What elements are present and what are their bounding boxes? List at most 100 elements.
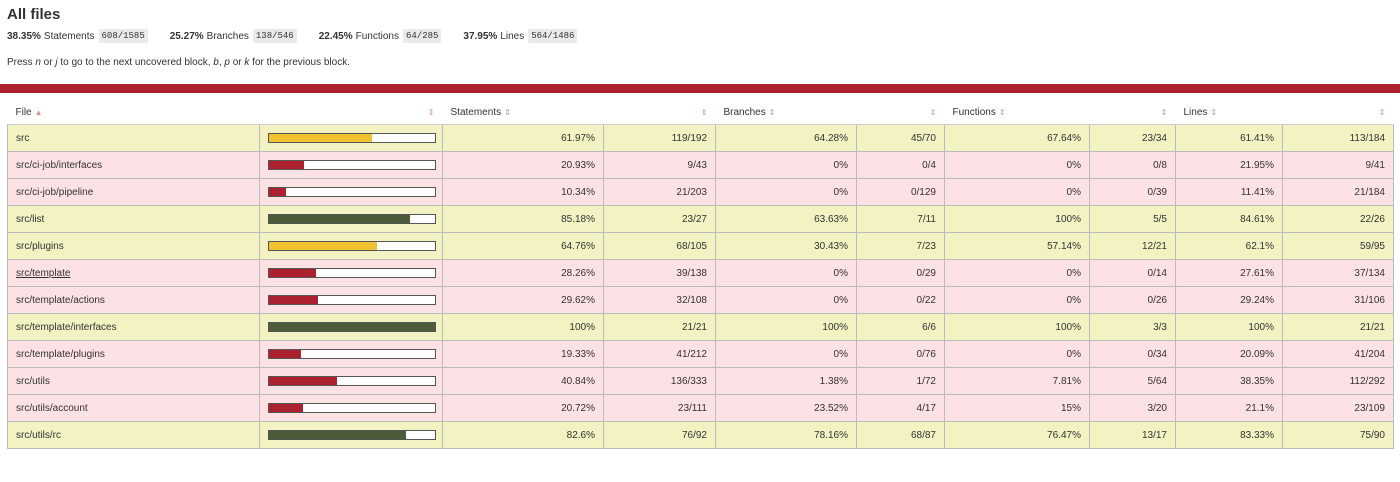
file-link[interactable]: src/ci-job/interfaces [16,159,103,171]
statements-fraction: 21/21 [603,313,716,341]
column-header-functions-frac[interactable]: ⇕ [1089,100,1176,125]
functions-pct: 0% [944,178,1090,206]
coverage-bar-cell [259,394,443,422]
statements-pct: 28.26% [442,259,604,287]
statements-fraction: 76/92 [603,421,716,449]
coverage-bar-cell [259,313,443,341]
coverage-bar-fill [269,350,302,358]
hint-key: n [35,57,41,68]
file-link[interactable]: src/template [16,267,71,279]
status-divider [0,84,1400,93]
branches-pct: 0% [715,151,857,179]
coverage-bar-fill [269,188,287,196]
branches-fraction: 0/76 [856,340,945,368]
file-link[interactable]: src/utils [16,375,50,387]
coverage-bar [268,160,436,170]
table-row: src/ci-job/interfaces 20.93% 9/43 0% 0/4 0% 0/… [7,151,1394,179]
functions-pct: 100% [944,313,1090,341]
functions-pct: 76.47% [944,421,1090,449]
table-row: src/utils 40.84% 136/333 1.38% 1/72 7.81% 5/64… [7,367,1394,395]
functions-fraction: 0/14 [1089,259,1176,287]
branches-fraction: 1/72 [856,367,945,395]
column-header-statements-frac[interactable]: ⇕ [603,100,716,125]
functions-pct: 100% [944,205,1090,233]
sort-asc-icon: ▲ [34,107,43,117]
coverage-bar-fill [269,296,319,304]
column-header-lines[interactable]: Lines ⇕ [1175,100,1283,125]
hint-key: p [224,57,230,68]
functions-pct: 0% [944,259,1090,287]
summary-item: 37.95% Lines 564/1486 [463,29,578,43]
file-link[interactable]: src/ci-job/pipeline [16,186,94,198]
branches-fraction: 4/17 [856,394,945,422]
coverage-bar-fill [269,161,304,169]
file-link[interactable]: src [16,132,30,144]
functions-pct: 7.81% [944,367,1090,395]
coverage-bar [268,187,436,197]
coverage-bar-fill [269,242,377,250]
branches-fraction: 0/4 [856,151,945,179]
column-header-branches[interactable]: Branches ⇕ [715,100,857,125]
coverage-table-body: src 61.97% 119/192 64.28% 45/70 67.64% 23/34 61… [7,124,1394,449]
branches-pct: 23.52% [715,394,857,422]
lines-pct: 21.95% [1175,151,1283,179]
statements-pct: 29.62% [442,286,604,314]
coverage-bar [268,376,436,386]
column-header-bar[interactable]: ⇕ [259,100,443,125]
branches-pct: 0% [715,286,857,314]
lines-fraction: 59/95 [1282,232,1394,260]
summary-fraction: 608/1585 [98,29,148,43]
column-header-statements[interactable]: Statements ⇕ [442,100,604,125]
hint-key: k [244,57,250,68]
coverage-bar-fill [269,323,435,331]
lines-fraction: 75/90 [1282,421,1394,449]
hint-text: or [229,57,245,68]
summary-pct: 37.95% [463,30,498,42]
lines-pct: 84.61% [1175,205,1283,233]
branches-fraction: 6/6 [856,313,945,341]
file-cell: src/ci-job/interfaces [7,151,260,179]
summary-item: 25.27% Branches 138/546 [170,29,297,43]
table-row: src/template/plugins 19.33% 41/212 0% 0/76 0%… [7,340,1394,368]
coverage-bar-cell [259,178,443,206]
table-row: src/ci-job/pipeline 10.34% 21/203 0% 0/129 0%… [7,178,1394,206]
file-cell: src/template [7,259,260,287]
summary-item: 22.45% Functions 64/285 [319,29,442,43]
functions-fraction: 0/26 [1089,286,1176,314]
sort-icon: ⇕ [1378,107,1386,117]
table-row: src 61.97% 119/192 64.28% 45/70 67.64% 23/34 61… [7,124,1394,152]
column-header-branches-frac[interactable]: ⇕ [856,100,945,125]
file-cell: src [7,124,260,152]
lines-fraction: 113/184 [1282,124,1394,152]
hint-text: for the previous block. [249,57,350,68]
file-cell: src/template/plugins [7,340,260,368]
statements-fraction: 23/111 [603,394,716,422]
column-header-file[interactable]: File ▲ [7,100,260,125]
file-link[interactable]: src/plugins [16,240,64,252]
branches-fraction: 68/87 [856,421,945,449]
file-cell: src/template/actions [7,286,260,314]
column-header-functions[interactable]: Functions ⇕ [944,100,1090,125]
file-link[interactable]: src/template/plugins [16,348,105,360]
functions-fraction: 5/64 [1089,367,1176,395]
functions-fraction: 0/39 [1089,178,1176,206]
branches-fraction: 7/11 [856,205,945,233]
file-cell: src/ci-job/pipeline [7,178,260,206]
table-row: src/utils/account 20.72% 23/111 23.52% 4/17 1… [7,394,1394,422]
branches-pct: 78.16% [715,421,857,449]
file-link[interactable]: src/template/interfaces [16,321,117,333]
summary-fraction: 64/285 [403,29,442,43]
file-cell: src/utils [7,367,260,395]
lines-fraction: 9/41 [1282,151,1394,179]
coverage-table-wrapper: File ▲ ⇕ Statements ⇕ ⇕ Branches ⇕ ⇕ Functi… [0,100,1400,449]
file-link[interactable]: src/utils/account [16,402,88,414]
file-link[interactable]: src/utils/rc [16,429,61,441]
file-link[interactable]: src/template/actions [16,294,105,306]
coverage-bar [268,268,436,278]
coverage-summary: 38.35% Statements 608/1585 25.27% Branches 13… [7,29,1393,43]
statements-fraction: 21/203 [603,178,716,206]
statements-fraction: 41/212 [603,340,716,368]
file-link[interactable]: src/list [16,213,45,225]
column-header-lines-frac[interactable]: ⇕ [1282,100,1394,125]
hint-text: to go to the next uncovered block, [57,57,214,68]
